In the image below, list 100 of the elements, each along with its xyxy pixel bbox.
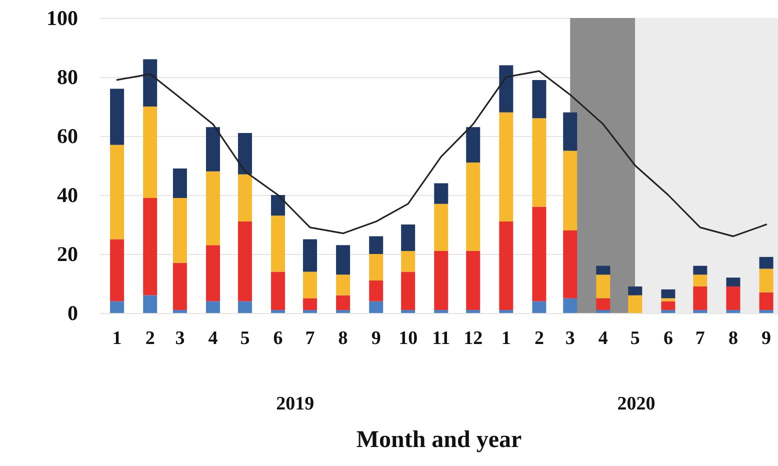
x-tick-label: 12 [464,328,483,349]
bar [563,230,578,298]
x-tick-label: 4 [598,328,608,349]
bar [726,310,740,313]
bar [369,236,384,254]
y-tick-label: 0 [68,301,78,325]
bar [563,112,578,151]
bar [532,301,546,313]
bar [532,206,546,302]
x-tick-label: 1 [112,328,122,349]
x-tick-label: 3 [565,328,575,349]
bar [238,301,252,313]
bar [466,127,480,163]
bar [693,310,708,313]
y-tick-label: 40 [57,183,78,207]
bar [172,310,187,313]
x-tick-label: 10 [398,328,418,349]
bar [499,65,514,112]
bar [336,310,350,313]
bar [369,254,384,281]
bar [303,310,318,313]
bar [238,222,252,302]
bar [726,278,740,286]
x-axis-title: Month and year [356,427,522,453]
bar [110,88,124,145]
x-tick-label: 8 [338,328,348,349]
bar [271,195,286,216]
bar [143,198,158,296]
bar [172,262,187,310]
bar [143,59,158,106]
bar [110,301,124,313]
bar [759,310,774,313]
bar [466,310,480,313]
y-tick-label: 100 [46,6,78,30]
bar [499,310,514,313]
text: 2019 [276,394,314,414]
bar [271,216,286,272]
bar [596,266,610,275]
bar [693,266,708,275]
bar [596,310,610,313]
bar [434,310,448,313]
bar [596,274,610,298]
bar [661,289,676,298]
bar [499,222,514,310]
bar [401,251,416,272]
bar [143,295,158,313]
bar [628,295,642,313]
y-tick-label: 60 [57,124,78,148]
x-tick-label: 2 [534,328,544,349]
bar [206,301,220,313]
bar [238,133,252,174]
bar [759,256,774,269]
bar [143,106,158,198]
bar [271,310,286,313]
x-tick-label: 3 [175,328,185,349]
bar [434,251,448,310]
x-tick-label: 5 [240,328,250,349]
bar [628,286,642,296]
bar [172,168,187,198]
bar [336,274,350,296]
bar [172,198,187,263]
x-tick-label: 7 [695,328,706,349]
bar [693,286,708,310]
x-tick-label: 6 [273,328,283,349]
y-tick-label: 20 [57,242,78,266]
bar [499,112,514,222]
bar [336,295,350,310]
x-tick-label: 7 [305,328,316,349]
bar [661,310,676,313]
bar [401,272,416,310]
bar [563,298,578,313]
bar [466,251,480,310]
bar [303,272,318,298]
bar [369,280,384,302]
bar [661,301,676,310]
bar [336,245,350,275]
bar [532,118,546,207]
bar [206,245,220,302]
bar [434,204,448,252]
text: 2020 [617,394,656,414]
bar [110,239,124,302]
x-tick-label: 8 [728,328,738,349]
bar [110,144,124,240]
x-tick-label: 11 [432,328,450,349]
x-tick-label: 1 [501,328,511,349]
x-tick-label: 9 [762,328,772,349]
bar [206,171,220,246]
x-tick-label: 6 [663,328,673,349]
bar [434,183,448,204]
bar [532,80,546,118]
bar [303,239,318,272]
x-tick-label: 2 [145,328,155,349]
line-series [116,70,768,238]
bar [369,301,384,313]
x-tick-label: 5 [630,328,640,349]
bar [401,310,416,313]
bar [693,274,708,286]
bar [726,286,740,310]
bar [759,292,774,310]
bar [563,150,578,230]
